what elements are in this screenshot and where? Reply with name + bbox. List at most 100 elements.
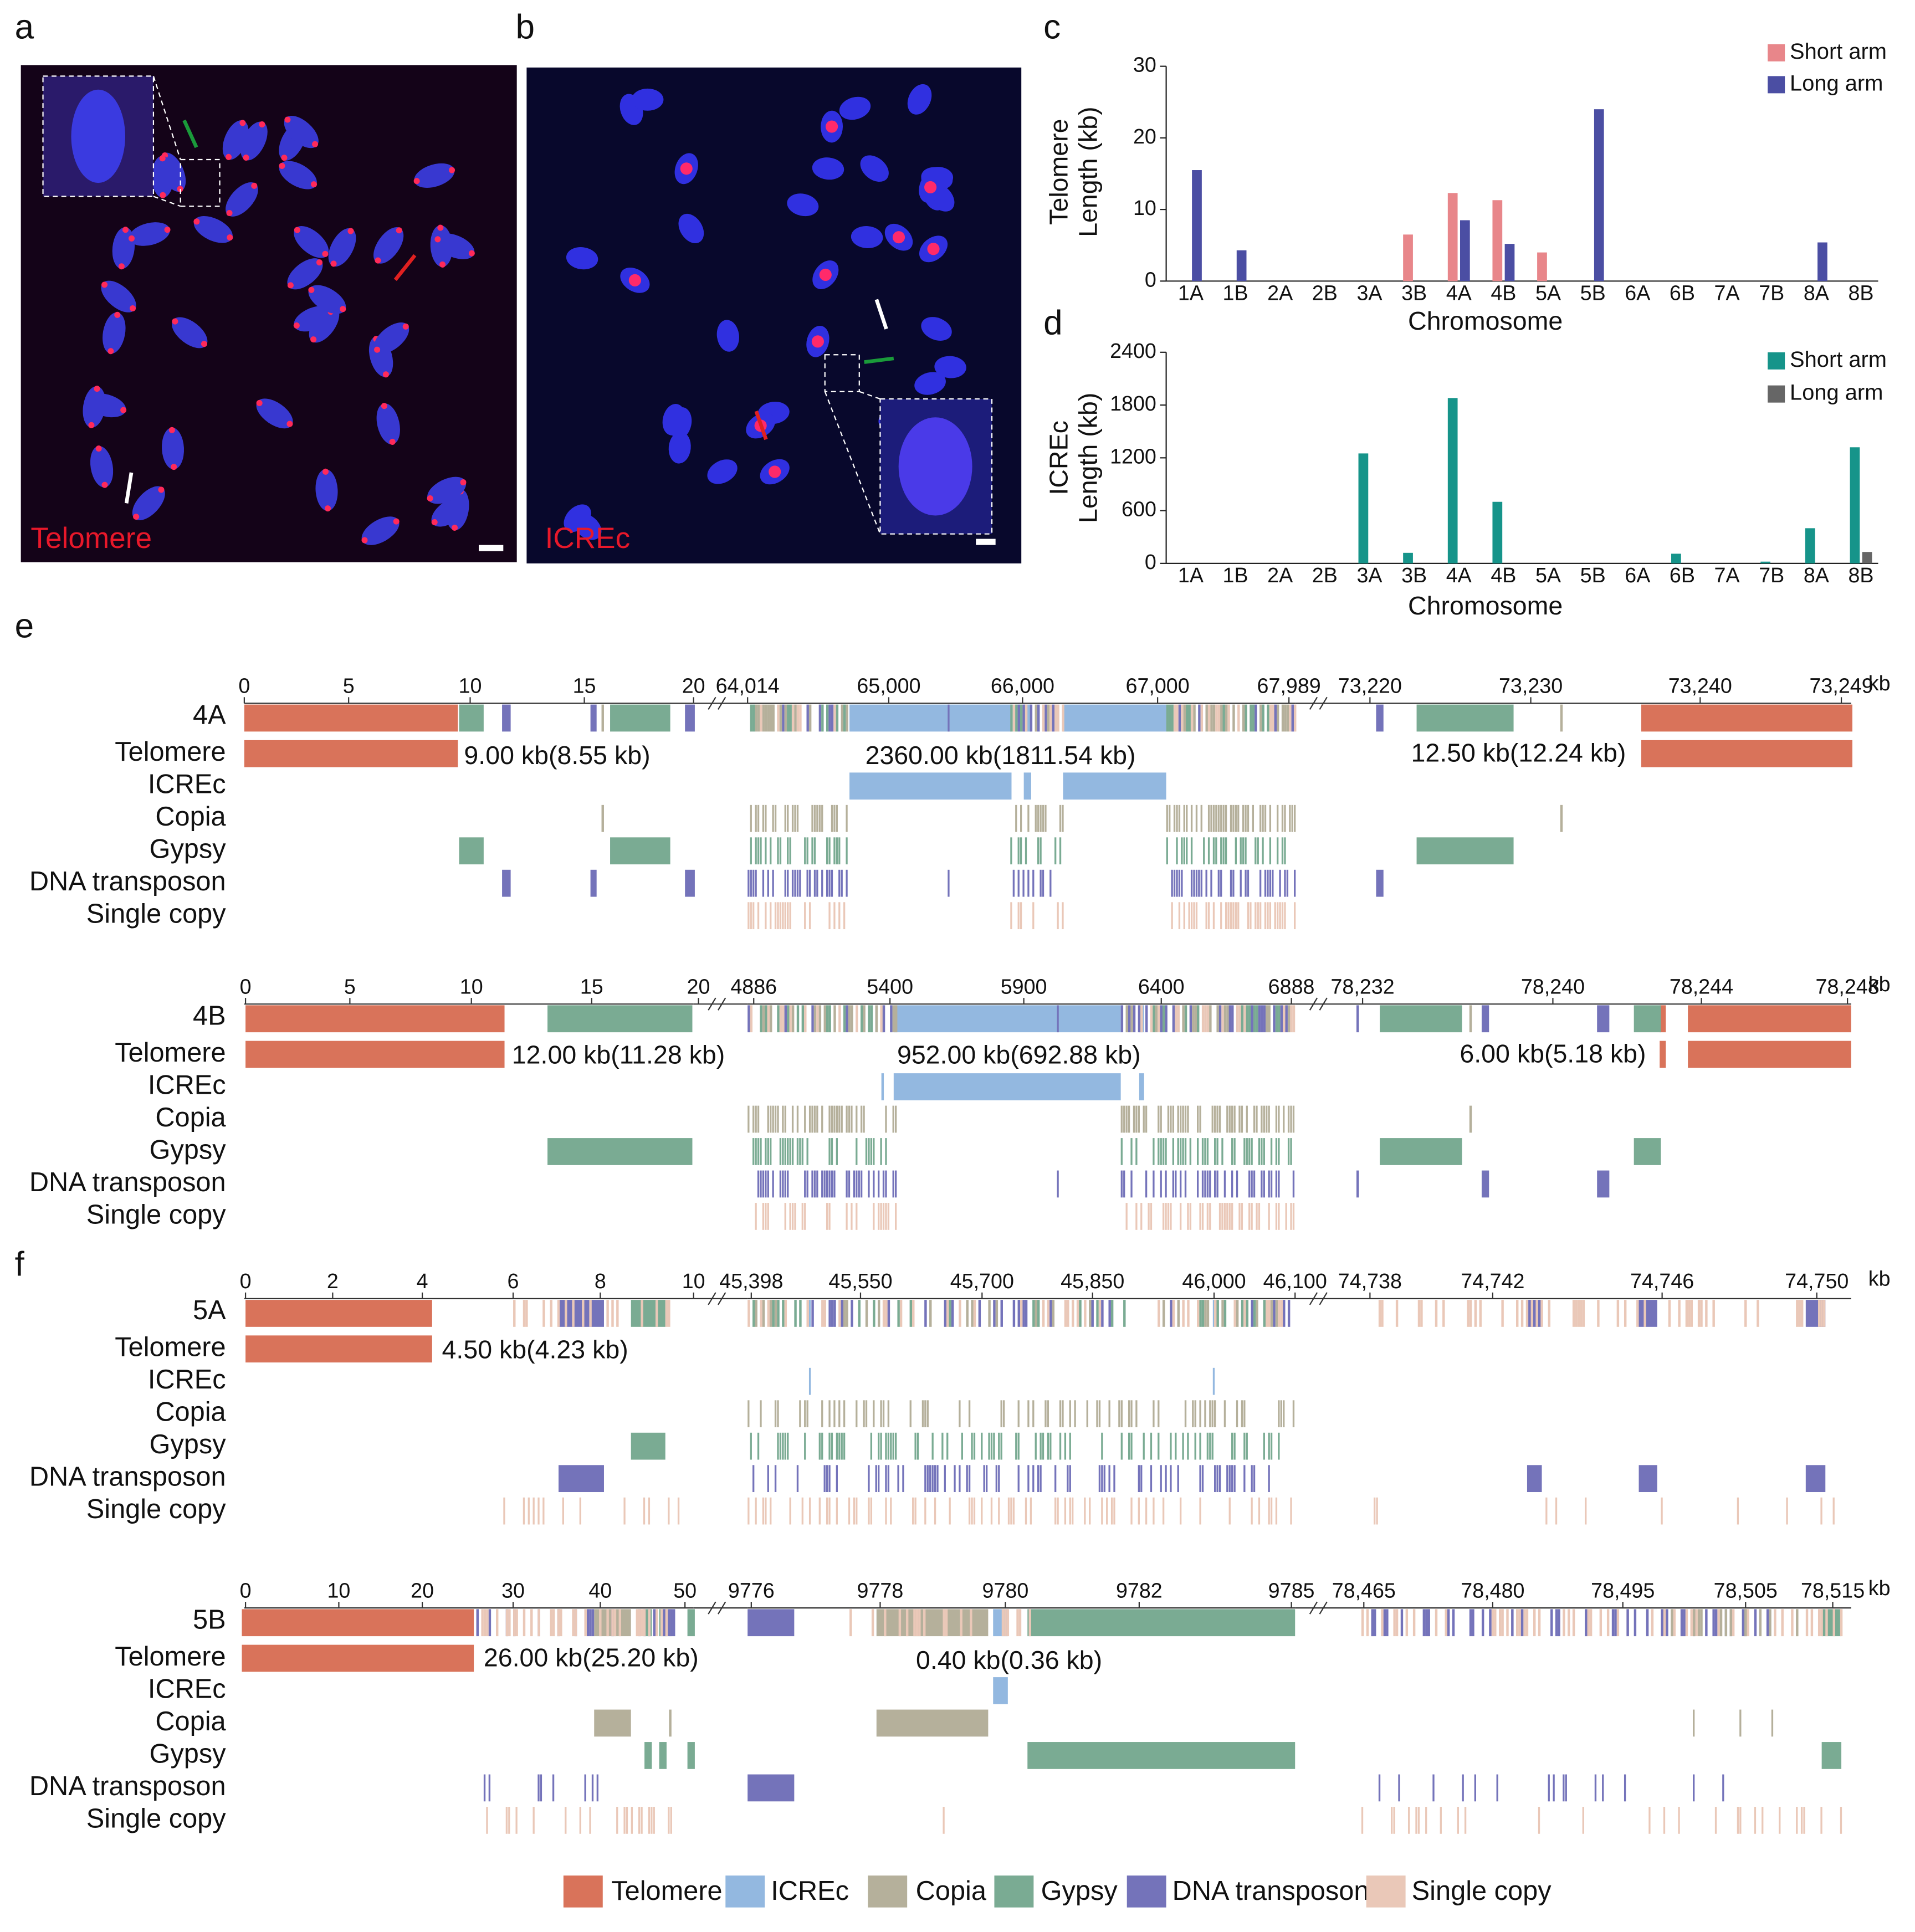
overview-stripe [1037, 704, 1040, 732]
feature-stripe [1280, 1400, 1282, 1428]
overview-stripe [1766, 1609, 1769, 1637]
feature-stripe [757, 1138, 760, 1165]
overview-stripe [988, 1300, 991, 1327]
telomere-signal [287, 282, 294, 289]
feature-stripe [1123, 1105, 1125, 1133]
feature-stripe [1290, 1138, 1292, 1165]
overview-stripe [1076, 1300, 1079, 1327]
overview-stripe [784, 1300, 787, 1327]
feature-stripe [1145, 1497, 1148, 1525]
feature-stripe [1832, 1497, 1835, 1525]
feature-stripe [1457, 1807, 1459, 1834]
chromosome-label: 5B [193, 1605, 226, 1634]
overview-stripe [1223, 1005, 1227, 1033]
x-tick-label: 8B [1848, 563, 1873, 587]
overview-stripe [1395, 1300, 1399, 1327]
overview-stripe [1280, 1005, 1283, 1033]
feature-stripe [1059, 1400, 1062, 1428]
feature-overview [631, 1300, 665, 1327]
feature-stripe [885, 1203, 887, 1230]
feature-stripe [1203, 837, 1205, 865]
overview-stripe [1796, 1609, 1799, 1637]
feature-stripe [811, 1170, 813, 1198]
overview-stripe [1263, 1005, 1266, 1033]
x-tick-label: 8B [1848, 281, 1873, 305]
overview-stripe [1204, 1300, 1207, 1327]
feature-stripe [848, 1170, 851, 1198]
overview-stripe [1243, 1300, 1246, 1327]
chromosome-body [566, 247, 598, 270]
track-label: Copia [155, 1706, 226, 1736]
size-annotation: 26.00 kb(25.20 kb) [484, 1643, 699, 1672]
feature-stripe [1210, 869, 1212, 897]
x-tick-label: 6A [1625, 563, 1651, 587]
overview-stripe [1266, 1300, 1268, 1327]
chromosome-body [162, 427, 185, 470]
overview-stripe [1754, 1609, 1757, 1637]
feature-stripe [1262, 804, 1264, 832]
x-tick-label: 3B [1401, 563, 1427, 587]
overview-stripe [1506, 1609, 1509, 1637]
feature-stripe [1284, 804, 1286, 832]
overview-stripe [1275, 1005, 1278, 1033]
overview-stripe [1170, 1300, 1172, 1327]
feature-stripe [787, 837, 789, 865]
feature-stripe [1408, 1807, 1410, 1834]
feature-stripe [668, 1807, 670, 1834]
overview-stripe [949, 1300, 951, 1327]
chromosome-label: 4B [193, 1001, 226, 1031]
overview-stripe [525, 1300, 528, 1327]
feature-stripe [818, 804, 821, 832]
feature-stripe [1290, 1105, 1292, 1133]
overview-stripe [804, 1005, 807, 1033]
overview-stripe [828, 1300, 831, 1327]
overview-stripe [483, 1609, 487, 1637]
overview-stripe [782, 1300, 785, 1327]
overview-stripe [1400, 1609, 1404, 1637]
overview-stripe [818, 1005, 822, 1033]
feature-stripe [1181, 837, 1183, 865]
overview-stripe [821, 1300, 824, 1327]
overview-stripe [1188, 704, 1191, 732]
feature-stripe [767, 1138, 769, 1165]
overview-stripe [641, 1300, 643, 1327]
overview-stripe [843, 1005, 846, 1033]
feature-stripe [1195, 869, 1198, 897]
feature-stripe [828, 1105, 831, 1133]
bar [1460, 220, 1470, 281]
feature-stripe [777, 902, 779, 930]
overview-stripe [779, 704, 782, 732]
feature-stripe [1222, 837, 1225, 865]
overview-stripe [1256, 1300, 1258, 1327]
feature-stripe [1214, 1138, 1216, 1165]
overview-stripe [770, 1300, 772, 1327]
overview-stripe [1381, 1300, 1384, 1327]
feature-stripe [1256, 1105, 1258, 1133]
feature-stripe [1693, 1774, 1695, 1802]
telomere-signal [324, 505, 331, 512]
overview-stripe [1218, 1005, 1222, 1033]
feature-stripe [808, 1105, 811, 1133]
feature-stripe [648, 1807, 651, 1834]
feature-stripe [1207, 804, 1210, 832]
x-tick-label: 5B [1580, 563, 1606, 587]
feature-stripe [1069, 1432, 1071, 1460]
feature-stripe [1140, 1203, 1143, 1230]
feature-stripe [1201, 1170, 1204, 1198]
feature-overview [610, 704, 670, 732]
feature-stripe [1230, 869, 1232, 897]
feature-stripe [1226, 1203, 1228, 1230]
x-tick-label: 1B [1223, 563, 1248, 587]
feature-stripe [909, 1400, 912, 1428]
icrec-signal [811, 335, 824, 348]
telomere-signal [168, 427, 175, 433]
chromosome-body [171, 317, 208, 349]
feature-stripe [579, 1497, 581, 1525]
feature-stripe [1462, 1774, 1464, 1802]
feature-stripe [1241, 1105, 1243, 1133]
feature-stripe [821, 1432, 823, 1460]
chromosome-body [414, 163, 455, 188]
ruler-unit: kb [1868, 1576, 1891, 1600]
feature-stripe [486, 1807, 488, 1834]
feature-stripe [806, 1170, 808, 1198]
